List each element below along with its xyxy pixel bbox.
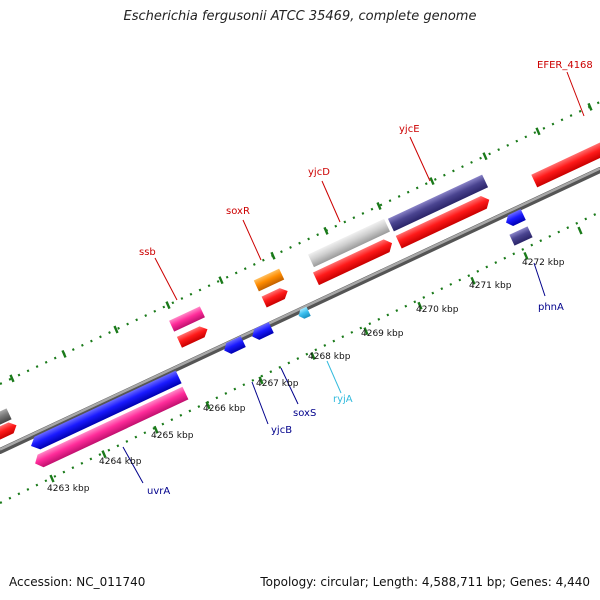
major-tick-mark (9, 374, 15, 383)
gene-label-ryjA[interactable]: ryjA (333, 394, 353, 405)
major-tick-mark (417, 301, 423, 310)
gene-labels: ssb soxR yjcD yjcE EFER_4168 uvrA yjcB s… (139, 60, 593, 497)
major-tick-mark (113, 325, 119, 334)
major-tick-mark (535, 127, 541, 136)
feature-uvrA[interactable] (32, 386, 189, 470)
feature-phnA[interactable] (509, 226, 533, 246)
major-tick-mark (523, 251, 529, 260)
major-tick-mark (49, 474, 55, 483)
gene-label-uvrA[interactable]: uvrA (147, 486, 170, 497)
major-tick-mark (270, 251, 276, 260)
major-tick-mark (153, 425, 159, 434)
topology-text: Topology: circular; Length: 4,588,711 bp… (260, 575, 590, 589)
feature-ssb[interactable] (169, 306, 205, 332)
major-tick-mark (205, 401, 211, 410)
gene-label-ssb[interactable]: ssb (139, 247, 156, 258)
label-leaders (122, 71, 585, 484)
accession-text: Accession: NC_011740 (9, 575, 146, 589)
feature-soxS[interactable] (250, 322, 274, 342)
tick-label: 4263 kbp (47, 484, 90, 494)
features-layer (0, 130, 600, 470)
feature-phnA-blue[interactable] (503, 209, 526, 228)
tick-label: 4264 kbp (99, 457, 142, 467)
feature-yjcE-purple[interactable] (387, 174, 489, 232)
major-tick-mark (482, 152, 488, 161)
tick-label: 4272 kbp (522, 258, 565, 268)
gene-label-EFER-4168[interactable]: EFER_4168 (537, 60, 593, 71)
inner-tick-track (0, 211, 600, 504)
feature-left-gray[interactable] (0, 408, 12, 432)
tick-label: 4266 kbp (203, 404, 246, 414)
feature-yjcB[interactable] (222, 336, 246, 356)
major-tick-mark (470, 276, 476, 285)
major-tick-mark (577, 226, 583, 235)
feature-ssb-red[interactable] (176, 324, 210, 348)
major-tick-mark (258, 376, 264, 385)
major-tick-mark (165, 301, 171, 310)
major-tick-mark (218, 276, 224, 285)
feature-ryjA[interactable] (297, 306, 311, 321)
gene-label-yjcE[interactable]: yjcE (399, 124, 420, 135)
map-title: Escherichia fergusonii ATCC 35469, compl… (123, 9, 477, 24)
gene-label-yjcB[interactable]: yjcB (271, 425, 292, 436)
gene-label-yjcD[interactable]: yjcD (308, 167, 330, 178)
major-tick-mark (310, 352, 316, 360)
feature-soxR-orange[interactable] (253, 268, 285, 292)
feature-yjcE[interactable] (395, 193, 492, 249)
feature-left-red[interactable] (0, 420, 19, 446)
major-tick-mark (101, 450, 107, 459)
tick-label: 4269 kbp (361, 329, 404, 339)
tick-label: 4265 kbp (151, 431, 194, 441)
major-tick-mark (376, 202, 382, 210)
major-tick-mark (363, 327, 369, 336)
tick-label: 4271 kbp (469, 281, 512, 291)
gene-label-phnA[interactable]: phnA (538, 302, 564, 313)
gene-label-soxS[interactable]: soxS (293, 408, 316, 419)
major-tick-mark (61, 349, 67, 358)
tick-label: 4267 kbp (256, 379, 299, 389)
tick-labels: 4263 kbp 4264 kbp 4265 kbp 4266 kbp 4267… (47, 258, 565, 494)
major-ticks (9, 102, 593, 483)
feature-yjcD-gray[interactable] (307, 218, 391, 268)
gene-label-soxR[interactable]: soxR (226, 206, 250, 217)
major-tick-mark (429, 177, 435, 186)
feature-EFER-4168[interactable] (531, 130, 600, 188)
feature-yjcD[interactable] (312, 237, 395, 286)
tick-label: 4270 kbp (416, 305, 459, 315)
tick-label: 4268 kbp (308, 352, 351, 362)
outer-tick-track (0, 101, 600, 385)
feature-soxR[interactable] (261, 286, 291, 308)
feature-long-blue[interactable] (28, 370, 182, 453)
major-tick-mark (323, 226, 329, 235)
major-tick-mark (587, 102, 593, 111)
